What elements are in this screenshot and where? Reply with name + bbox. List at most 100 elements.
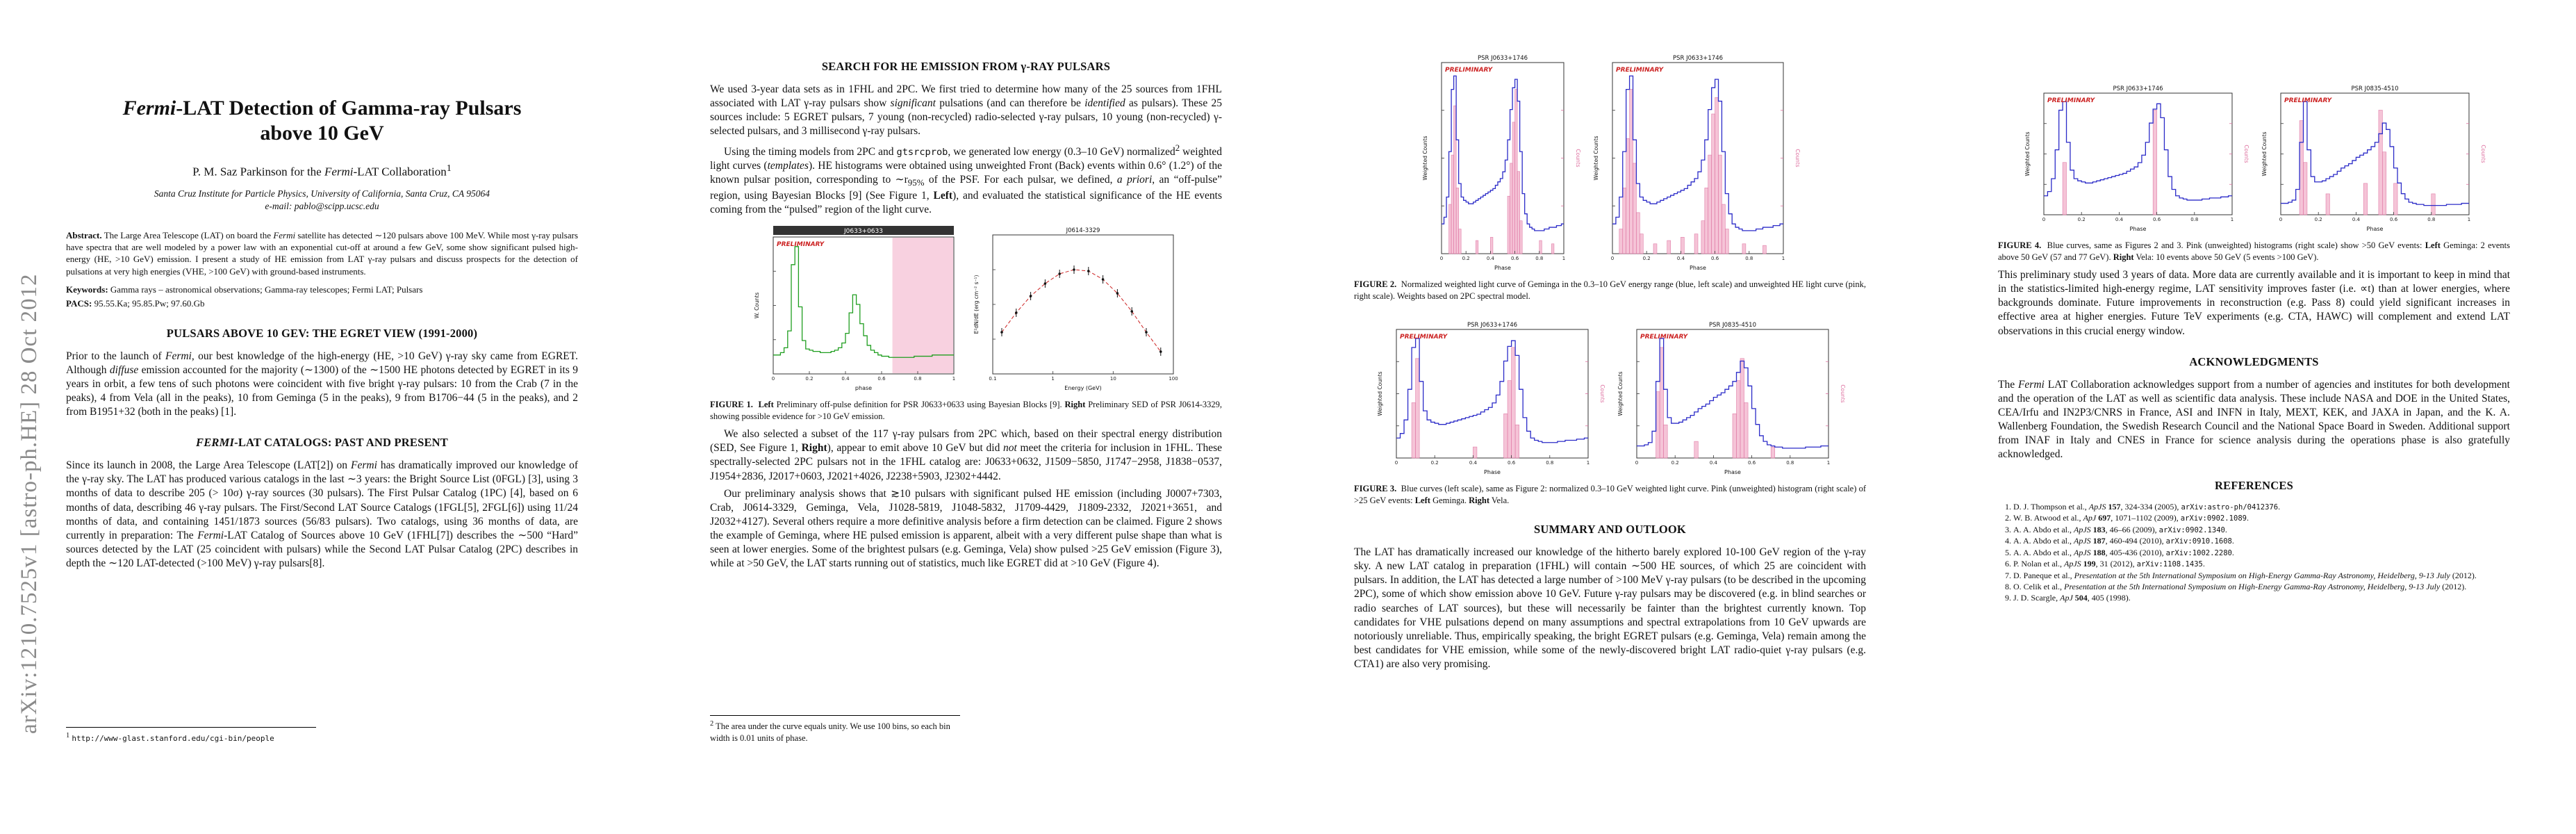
svg-text:0.6: 0.6 — [877, 376, 886, 382]
svg-text:0.4: 0.4 — [1469, 460, 1477, 466]
figure-2-right-geminga-plot: 0 0.2 0.4 0.6 0.8 1 PSR J0633+1746 PRELIMINARY P… — [1593, 55, 1800, 271]
svg-text:PRELIMINARY: PRELIMINARY — [1640, 334, 1689, 341]
figure-3-caption: FIGURE 3. Blue curves (left scale), same… — [1354, 484, 1867, 505]
section-summary: SUMMARY AND OUTLOOK — [1534, 523, 1686, 536]
svg-text:PSR J0835-4510: PSR J0835-4510 — [2351, 85, 2398, 92]
svg-text:0.8: 0.8 — [2427, 217, 2435, 222]
reference-item: D. J. Thompson et al., ApJS 157, 324-334… — [2013, 502, 2510, 513]
page-4: 0 0.2 0.4 0.6 0.8 1 PSR J0633+1746 PRELIMINARY P… — [1932, 0, 2576, 834]
svg-text:0.4: 0.4 — [1486, 256, 1494, 261]
svg-text:0: 0 — [1610, 256, 1613, 261]
svg-text:Phase: Phase — [1484, 469, 1501, 475]
svg-text:Weighted Counts: Weighted Counts — [1422, 136, 1428, 180]
svg-text:0.2: 0.2 — [2077, 217, 2085, 222]
svg-text:0.8: 0.8 — [914, 376, 921, 382]
paragraph-sed-subset: We also selected a subset of the 117 γ-r… — [710, 428, 1222, 482]
reference-item: J. D. Scargle, ApJ 504, 405 (1998). — [2013, 593, 2510, 603]
svg-text:Phase: Phase — [1724, 469, 1741, 475]
svg-text:0.8: 0.8 — [1546, 460, 1553, 466]
figure-3-panels: 0 0.2 0.4 0.6 0.8 1 PSR J0633+1746 PRELIMINARY P… — [1354, 320, 1866, 476]
keywords: Keywords: Gamma rays – astronomical obse… — [66, 284, 423, 295]
svg-text:0.6: 0.6 — [1748, 460, 1756, 466]
reference-item: O. Celik et al., Presentation at the 5th… — [2013, 582, 2510, 592]
figure-1-right-sed-plot: 0.1 1 10 100 J0614-3329 Energy (GeV) E²dN/dE (… — [973, 227, 1178, 391]
svg-text:E²dN/dE (erg cm⁻² s⁻¹): E²dN/dE (erg cm⁻² s⁻¹) — [973, 275, 980, 334]
svg-text:PSR J0633+1746: PSR J0633+1746 — [2113, 85, 2163, 92]
svg-text:0.4: 0.4 — [2115, 217, 2123, 222]
svg-text:10: 10 — [1109, 376, 1116, 382]
svg-text:0: 0 — [771, 376, 774, 382]
svg-text:PSR J0633+1746: PSR J0633+1746 — [1467, 322, 1517, 329]
figure-2-left-geminga-plot: 0 0.2 0.4 0.6 0.8 1 PSR J0633+1746 PRELIMINARY P… — [1422, 55, 1580, 271]
paragraph-summary: The LAT has dramatically increased our k… — [1354, 546, 1866, 671]
section-catalogs: FERMI-LAT CATALOGS: PAST AND PRESENT — [196, 436, 448, 450]
svg-text:PSR J0633+1746: PSR J0633+1746 — [1477, 55, 1527, 62]
reference-item: D. Paneque et al., Presentation at the 5… — [2013, 571, 2510, 581]
svg-text:Weighted Counts: Weighted Counts — [1593, 136, 1599, 180]
svg-text:0.8: 0.8 — [1745, 256, 1753, 261]
svg-text:Phase: Phase — [1690, 265, 1706, 271]
section-acknowledgments: ACKNOWLEDGMENTS — [2189, 354, 2319, 368]
svg-text:0.8: 0.8 — [1786, 460, 1794, 466]
svg-text:Counts: Counts — [1794, 149, 1800, 167]
figure-4-caption: FIGURE 4. Blue curves, same as Figures 2… — [1998, 240, 2510, 262]
svg-text:PSR J0835-4510: PSR J0835-4510 — [1709, 322, 1756, 329]
svg-text:Weighted Counts: Weighted Counts — [1617, 371, 1624, 416]
reference-item: A. A. Abdo et al., ApJS 183, 46–66 (2009… — [2013, 525, 2510, 536]
svg-text:W. Counts: W. Counts — [754, 293, 760, 319]
paper-title: Fermi-LAT Detection of Gamma-ray Pulsars… — [122, 97, 522, 145]
svg-text:PRELIMINARY: PRELIMINARY — [1616, 67, 1665, 74]
svg-text:0.2: 0.2 — [2314, 217, 2322, 222]
paragraph-catalogs: Since its launch in 2008, the Large Area… — [66, 459, 578, 570]
svg-text:0: 0 — [1394, 460, 1397, 466]
svg-text:PRELIMINARY: PRELIMINARY — [2284, 97, 2333, 104]
paragraph-datasets: We used 3-year data sets as in 1FHL and … — [710, 83, 1222, 138]
figure-1-left-lightcurve-plot: J0633+0633 0 0.2 0.4 0.6 0.8 1 PRELIMINARY phase… — [754, 226, 955, 391]
svg-text:1: 1 — [1586, 460, 1589, 466]
svg-text:0.2: 0.2 — [1642, 256, 1650, 261]
svg-text:100: 100 — [1169, 376, 1178, 382]
svg-text:0.6: 0.6 — [1508, 460, 1516, 466]
svg-text:1: 1 — [2230, 217, 2233, 222]
affiliation: Santa Cruz Institute for Particle Physic… — [154, 188, 490, 211]
svg-text:0.4: 0.4 — [841, 376, 850, 382]
svg-text:1: 1 — [1562, 256, 1564, 261]
page-1: arXiv:1210.7525v1 [astro-ph.HE] 28 Oct 2… — [0, 0, 644, 834]
svg-text:0: 0 — [1635, 460, 1637, 466]
paragraph-timing-models: Using the timing models from 2PC and gts… — [710, 142, 1223, 216]
paragraph-egret: Prior to the launch of Fermi, our best k… — [66, 350, 578, 418]
svg-text:Phase: Phase — [1494, 265, 1511, 271]
svg-text:0.2: 0.2 — [1671, 460, 1678, 466]
svg-text:Weighted Counts: Weighted Counts — [2024, 131, 2031, 176]
svg-text:0.4: 0.4 — [1709, 460, 1717, 466]
figure-4-left-geminga-plot: 0 0.2 0.4 0.6 0.8 1 PSR J0633+1746 PRELIMINARY P… — [2024, 85, 2249, 232]
svg-text:Counts: Counts — [2480, 145, 2486, 163]
svg-text:1: 1 — [952, 376, 955, 382]
svg-text:Energy (GeV): Energy (GeV) — [1064, 385, 1101, 391]
svg-text:0.6: 0.6 — [1711, 256, 1719, 261]
svg-text:1: 1 — [1781, 256, 1784, 261]
figure-4-panels: 0 0.2 0.4 0.6 0.8 1 PSR J0633+1746 PRELIMINARY P… — [1998, 83, 2510, 233]
svg-text:0.4: 0.4 — [1676, 256, 1685, 261]
svg-text:Counts: Counts — [2243, 145, 2249, 163]
figure-1-panels: J0633+0633 0 0.2 0.4 0.6 0.8 1 PRELIMINARY phase… — [710, 225, 1222, 392]
footnote-1: 1 http://www-glast.stanford.edu/cgi-bin/… — [66, 726, 316, 744]
svg-text:0.8: 0.8 — [1535, 256, 1543, 261]
svg-text:0.2: 0.2 — [805, 376, 813, 382]
svg-text:0.6: 0.6 — [1511, 256, 1519, 261]
svg-text:0: 0 — [2042, 217, 2045, 222]
svg-text:Counts: Counts — [1599, 384, 1605, 402]
paragraph-preliminary-analysis: Our preliminary analysis shows that ≳10 … — [710, 487, 1222, 570]
reference-item: A. A. Abdo et al., ApJS 188, 405-436 (20… — [2013, 548, 2510, 559]
svg-text:0.6: 0.6 — [2390, 217, 2398, 222]
svg-text:PRELIMINARY: PRELIMINARY — [2047, 97, 2096, 104]
section-search-he: SEARCH FOR HE EMISSION FROM γ-RAY PULSAR… — [821, 60, 1111, 73]
svg-text:PRELIMINARY: PRELIMINARY — [777, 241, 825, 248]
figure-2: 0 0.2 0.4 0.6 0.8 1 PSR J0633+1746 PRELIMINARY P… — [1354, 53, 1866, 302]
svg-text:PRELIMINARY: PRELIMINARY — [1445, 67, 1494, 74]
reference-item: W. B. Atwood et al., ApJ 697, 1071–1102 … — [2013, 513, 2510, 524]
svg-text:0.8: 0.8 — [2190, 217, 2198, 222]
paragraph-acknowledgments: The Fermi LAT Collaboration acknowledges… — [1998, 378, 2510, 461]
pacs: PACS: 95.55.Ka; 95.85.Pw; 97.60.Gb — [66, 297, 205, 309]
